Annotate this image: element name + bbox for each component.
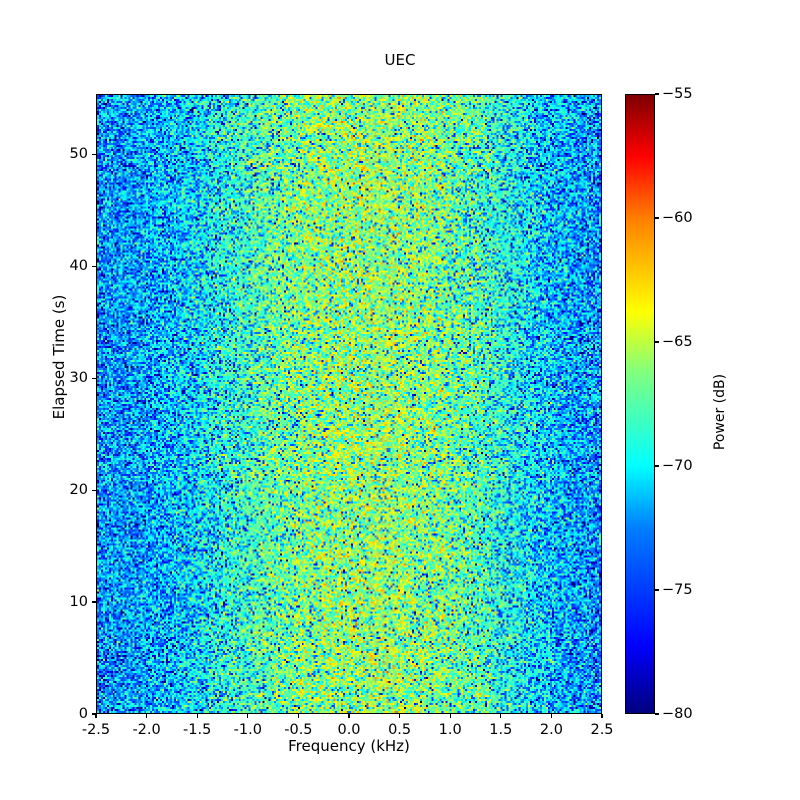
- y-tick-mark: [92, 489, 96, 491]
- x-tick-mark: [247, 714, 249, 718]
- colorbar-tick-label: −70: [662, 457, 693, 474]
- colorbar-tick-label: −80: [662, 705, 693, 722]
- colorbar[interactable]: [625, 94, 655, 714]
- plot-area[interactable]: [96, 94, 602, 714]
- y-tick-mark: [92, 377, 96, 379]
- colorbar-tick-mark: [655, 713, 659, 715]
- x-tick-mark: [500, 714, 502, 718]
- y-tick-label: 40: [69, 258, 88, 275]
- x-tick-mark: [601, 714, 603, 718]
- x-tick-mark: [449, 714, 451, 718]
- colorbar-tick-mark: [655, 589, 659, 591]
- page-title: UEC: [384, 51, 416, 69]
- x-tick-label: -1.0: [233, 722, 262, 738]
- colorbar-tick-mark: [655, 341, 659, 343]
- colorbar-gradient: [626, 95, 654, 713]
- x-tick-label: 2.5: [590, 722, 614, 738]
- colorbar-tick-label: −65: [662, 333, 693, 350]
- x-tick-mark: [146, 714, 148, 718]
- y-tick-mark: [92, 713, 96, 715]
- y-tick-mark: [92, 265, 96, 267]
- colorbar-tick-mark: [655, 93, 659, 95]
- y-axis-label: Elapsed Time (s): [50, 294, 68, 420]
- colorbar-tick-label: −75: [662, 581, 693, 598]
- x-tick-label: 0.0: [337, 722, 361, 738]
- colorbar-label: Power (dB): [712, 373, 728, 451]
- y-tick-label: 10: [69, 593, 88, 610]
- x-tick-mark: [550, 714, 552, 718]
- y-tick-mark: [92, 153, 96, 156]
- spectrogram-heatmap: [97, 95, 601, 713]
- x-tick-label: 2.0: [539, 722, 563, 738]
- y-tick-label: 30: [69, 370, 88, 386]
- x-tick-mark: [196, 714, 198, 718]
- x-tick-label: -1.5: [183, 722, 212, 738]
- colorbar-tick-mark: [655, 217, 659, 219]
- x-tick-label: 1.5: [489, 722, 513, 738]
- y-tick-label: 0: [78, 705, 88, 722]
- x-axis-label: Frequency (kHz): [288, 737, 410, 755]
- x-tick-mark: [348, 714, 350, 718]
- x-tick-label: -0.5: [284, 722, 313, 738]
- x-tick-label: -2.5: [81, 722, 111, 738]
- x-tick-mark: [399, 714, 401, 718]
- colorbar-tick-mark: [655, 465, 659, 467]
- x-tick-mark: [297, 714, 299, 718]
- y-tick-label: 50: [69, 146, 88, 163]
- colorbar-tick-label: −55: [662, 85, 693, 102]
- x-tick-label: 1.0: [438, 722, 462, 738]
- colorbar-tick-label: −60: [662, 209, 693, 226]
- y-tick-mark: [92, 601, 96, 603]
- y-tick-label: 20: [69, 481, 88, 498]
- x-tick-label: 0.5: [388, 722, 412, 738]
- x-tick-label: -2.0: [132, 722, 161, 738]
- x-tick-mark: [95, 714, 97, 718]
